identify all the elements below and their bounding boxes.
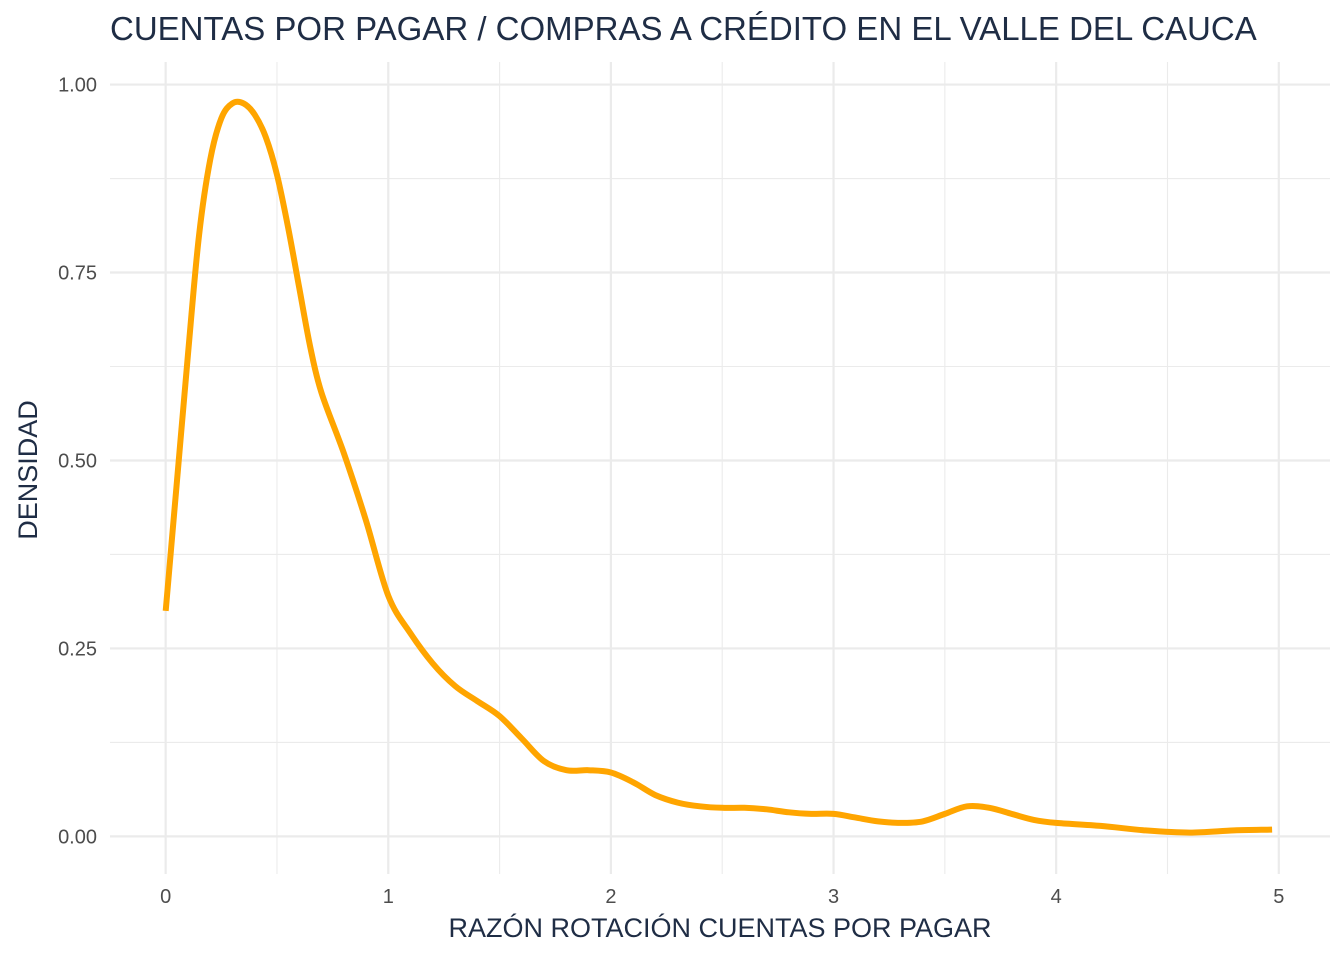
y-tick-label: 0.00: [58, 826, 97, 848]
chart-title: CUENTAS POR PAGAR / COMPRAS A CRÉDITO EN…: [110, 10, 1257, 47]
x-axis-tick-labels: 0 1 2 3 4 5: [160, 886, 1284, 908]
x-tick-label: 2: [605, 886, 616, 908]
x-tick-label: 1: [383, 886, 394, 908]
x-tick-label: 4: [1051, 886, 1062, 908]
y-tick-label: 1.00: [58, 75, 97, 97]
minor-gridlines: [110, 62, 1330, 874]
x-axis-title: RAZÓN ROTACIÓN CUENTAS POR PAGAR: [448, 912, 991, 943]
x-tick-label: 3: [828, 886, 839, 908]
y-tick-label: 0.50: [58, 450, 97, 472]
y-tick-label: 0.25: [58, 638, 97, 660]
y-tick-label: 0.75: [58, 263, 97, 285]
y-axis-title: DENSIDAD: [13, 400, 43, 540]
y-axis-tick-labels: 0.00 0.25 0.50 0.75 1.00: [58, 75, 97, 849]
major-gridlines: [110, 62, 1330, 874]
x-tick-label: 0: [160, 886, 171, 908]
x-tick-label: 5: [1273, 886, 1284, 908]
density-line: [162, 98, 1273, 836]
